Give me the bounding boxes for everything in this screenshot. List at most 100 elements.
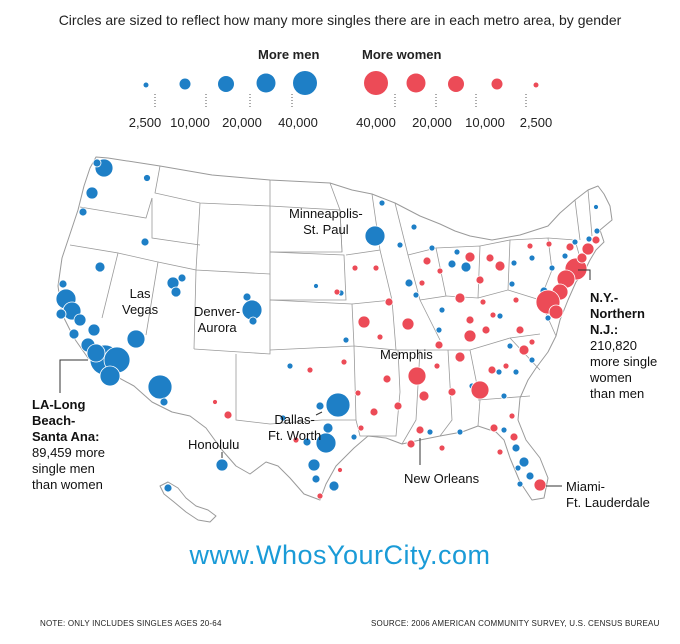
city-circle bbox=[514, 464, 522, 472]
city-circle bbox=[410, 223, 418, 231]
city-circle bbox=[438, 444, 446, 452]
us-map-outline bbox=[57, 156, 613, 523]
city-circle-atlanta bbox=[470, 380, 490, 400]
city-circle bbox=[315, 401, 325, 411]
callout-ny-text: 210,820 more single women than men bbox=[590, 338, 658, 401]
city-circle bbox=[94, 261, 106, 273]
city-circle bbox=[581, 242, 595, 256]
city-circle bbox=[292, 436, 300, 444]
city-circle bbox=[500, 426, 508, 434]
city-circle bbox=[384, 297, 394, 307]
legend-men-circle-1 bbox=[143, 82, 149, 88]
city-circle-las-vegas bbox=[126, 329, 146, 349]
city-circle bbox=[307, 458, 321, 472]
city-circle bbox=[337, 467, 343, 473]
city-circle bbox=[313, 283, 319, 289]
footnote: NOTE: ONLY INCLUDES SINGLES AGES 20-64 bbox=[40, 619, 222, 628]
city-circle bbox=[86, 343, 106, 363]
city-circle bbox=[418, 279, 426, 287]
city-circle bbox=[170, 286, 182, 298]
city-circle bbox=[357, 315, 371, 329]
city-circle bbox=[378, 199, 386, 207]
city-circle bbox=[350, 433, 358, 441]
city-circle bbox=[376, 333, 384, 341]
city-circle bbox=[481, 325, 491, 335]
city-circle bbox=[306, 366, 314, 374]
legend-women-label-3: 10,000 bbox=[465, 115, 505, 130]
city-circle bbox=[544, 314, 552, 322]
city-circle bbox=[212, 399, 218, 405]
city-circle bbox=[454, 292, 466, 304]
city-circle bbox=[311, 474, 321, 484]
city-circle-phoenix bbox=[147, 374, 173, 400]
legend-men-circle-2 bbox=[179, 78, 191, 90]
city-circle bbox=[545, 240, 553, 248]
city-circle bbox=[412, 291, 420, 299]
city-circle bbox=[404, 278, 414, 288]
city-circle-memphis bbox=[407, 366, 427, 386]
city-circle-miami bbox=[533, 478, 547, 492]
city-circle bbox=[585, 235, 593, 243]
city-circle bbox=[475, 275, 485, 285]
city-circle bbox=[333, 288, 341, 296]
city-circle bbox=[55, 308, 67, 320]
legend-women-circle-3 bbox=[448, 76, 464, 92]
callout-la-text: 89,459 more single men than women bbox=[32, 445, 105, 492]
map-subtitle: Circles are sized to reflect how many mo… bbox=[58, 12, 622, 28]
city-circle bbox=[438, 306, 446, 314]
city-circle bbox=[512, 368, 520, 376]
legend-men-circle-4 bbox=[256, 73, 276, 93]
city-circle bbox=[351, 264, 359, 272]
legend-women-circle-4 bbox=[491, 78, 503, 90]
city-circle bbox=[372, 264, 380, 272]
city-circle-minneapolis bbox=[364, 225, 386, 247]
city-circle bbox=[143, 174, 151, 182]
city-circle bbox=[518, 344, 530, 356]
label-denver: Denver- Aurora bbox=[194, 304, 241, 335]
leader-lines bbox=[59, 269, 591, 487]
callout-la-title: LA-Long Beach- Santa Ana: bbox=[32, 397, 100, 444]
city-circle bbox=[489, 311, 497, 319]
city-circle bbox=[464, 251, 476, 263]
label-new-orleans: New Orleans bbox=[404, 471, 480, 486]
city-circle bbox=[453, 248, 461, 256]
label-dallas: Dallas- Ft. Worth bbox=[268, 412, 322, 443]
city-circle bbox=[447, 259, 457, 269]
contiguous-us-outline bbox=[57, 156, 613, 501]
legend-women-title: More women bbox=[362, 47, 442, 62]
site-url: www.WhosYourCity.com bbox=[189, 540, 491, 570]
city-circle bbox=[279, 414, 287, 422]
hawaii-outline bbox=[159, 481, 217, 523]
city-circle bbox=[516, 480, 524, 488]
city-circle-dallas bbox=[325, 392, 351, 418]
city-circle bbox=[510, 259, 518, 267]
city-circle bbox=[479, 298, 487, 306]
legend-men-scale bbox=[143, 71, 317, 108]
city-circle bbox=[340, 358, 348, 366]
city-circle bbox=[496, 312, 504, 320]
city-circle bbox=[393, 401, 403, 411]
city-circle bbox=[435, 326, 443, 334]
city-circle bbox=[286, 362, 294, 370]
city-circle bbox=[528, 356, 536, 364]
city-circle bbox=[561, 252, 569, 260]
legend-women-label-1: 40,000 bbox=[356, 115, 396, 130]
city-circle bbox=[436, 267, 444, 275]
city-circle bbox=[415, 425, 425, 435]
city-circle bbox=[495, 368, 503, 376]
city-circle bbox=[163, 483, 173, 493]
legend-men-label-4: 40,000 bbox=[278, 115, 318, 130]
city-circle bbox=[328, 480, 340, 492]
city-circle bbox=[418, 390, 430, 402]
city-circle bbox=[591, 235, 601, 245]
callout-la: LA-Long Beach- Santa Ana: 89,459 more si… bbox=[32, 397, 122, 493]
city-circle bbox=[357, 424, 365, 432]
city-circle bbox=[576, 252, 588, 264]
callout-ny-title: N.Y.- Northern N.J.: bbox=[590, 290, 645, 337]
city-circle bbox=[322, 422, 334, 434]
city-circle bbox=[508, 412, 516, 420]
legend-men-label-2: 10,000 bbox=[170, 115, 210, 130]
men-circles bbox=[55, 158, 601, 493]
city-circle bbox=[78, 207, 88, 217]
legend-men-circle-5 bbox=[293, 71, 317, 95]
